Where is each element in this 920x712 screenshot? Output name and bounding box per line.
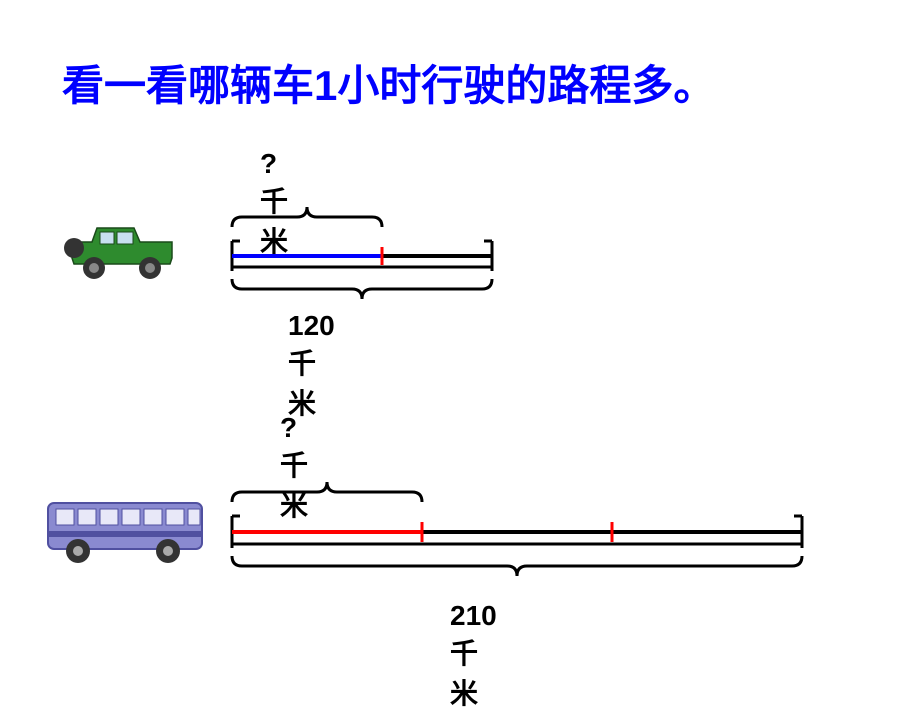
page-title: 看一看哪辆车1小时行驶的路程多。 xyxy=(62,52,715,113)
jeep-bar-diagram xyxy=(192,190,532,310)
jeep-icon xyxy=(62,220,182,285)
bus-distance-label: 210千米 xyxy=(450,600,497,712)
bus-icon xyxy=(40,495,210,570)
title-text: 看一看哪辆车1小时行驶的路程多。 xyxy=(62,62,715,109)
bus-bar-diagram xyxy=(192,465,842,585)
jeep-distance-label: 120千米 xyxy=(288,310,335,422)
